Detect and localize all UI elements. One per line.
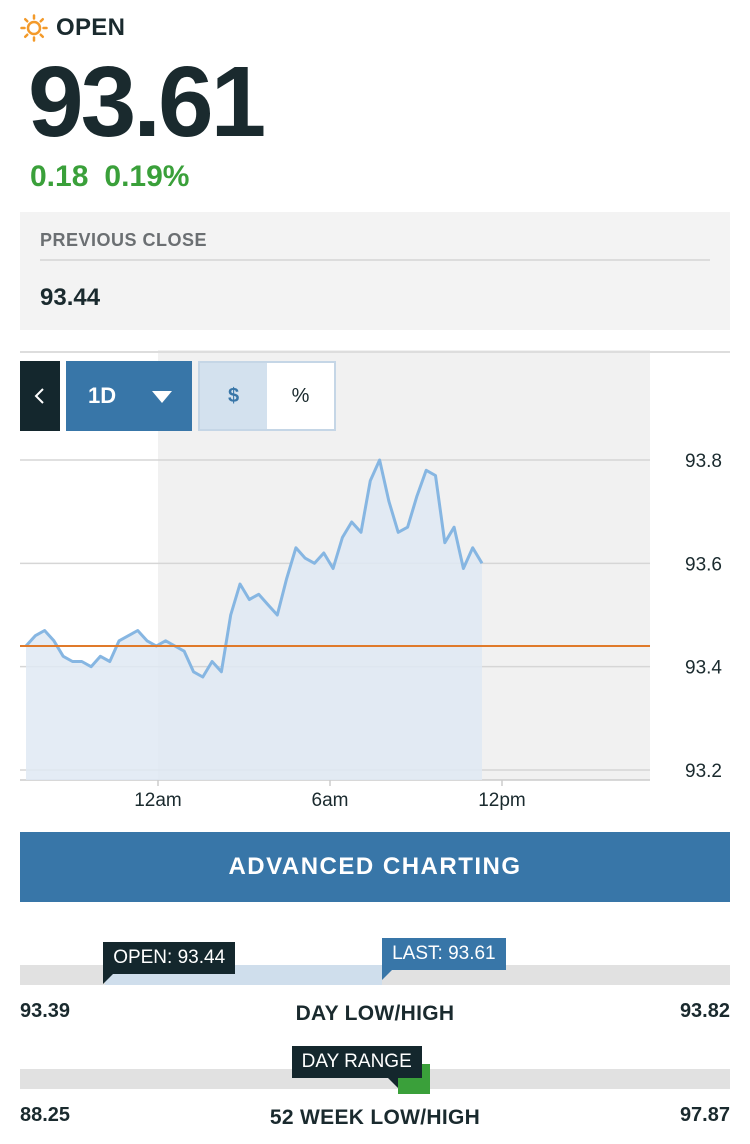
week52-range: DAY RANGE 88.25 52 WEEK LOW/HIGH 97.87 [20,1044,730,1144]
price-change-percent: 0.19% [104,160,190,193]
day-range: OPEN: 93.44 LAST: 93.61 93.39 DAY LOW/HI… [20,938,730,1030]
period-label: 1D [88,383,117,408]
market-status: OPEN [20,12,125,44]
open-tag: OPEN: 93.44 [103,942,236,974]
x-tick-label: 12am [134,790,182,811]
last-tag-pointer [382,970,393,980]
divider [40,259,710,261]
sun-icon [20,14,48,42]
advanced-charting-button[interactable]: ADVANCED CHARTING [20,832,730,902]
previous-close-label: PREVIOUS CLOSE [40,230,208,250]
day-low: 93.39 [20,1000,71,1022]
y-tick-label: 93.8 [685,451,722,472]
week52-range-bar [20,1069,730,1089]
x-tick-label: 6am [312,790,349,811]
series-area [26,460,482,780]
status-label: OPEN [56,14,126,41]
price-change-row: 0.18 0.19% [30,160,205,194]
previous-close-panel: PREVIOUS CLOSE 93.44 [20,212,730,330]
toggle-dollar[interactable]: $ [200,363,267,429]
y-tick-label: 93.2 [685,761,722,782]
caret-down-icon [152,391,172,403]
chevron-left-icon [34,388,44,404]
last-tag: LAST: 93.61 [382,938,506,970]
x-tick-label: 12pm [478,790,526,811]
open-tag-pointer [103,974,114,984]
value-mode-toggle: $ % [198,361,336,431]
series-line [24,458,484,679]
week52-high: 97.87 [679,1104,730,1126]
last-price: 93.61 [28,46,266,158]
week52-range-title: 52 WEEK LOW/HIGH [269,1106,481,1129]
toggle-percent[interactable]: % [267,363,334,429]
y-tick-label: 93.4 [685,658,722,679]
previous-close-value: 93.44 [40,284,101,311]
day-range-tag-pointer [387,1078,398,1088]
price-change: 0.18 [30,160,89,193]
day-range-title: DAY LOW/HIGH [295,1002,455,1025]
chart-back-button[interactable] [20,361,60,431]
chart-band-after [502,350,650,780]
y-tick-label: 93.6 [685,554,722,575]
period-dropdown[interactable]: 1D [66,361,192,431]
day-range-tag: DAY RANGE [291,1046,422,1078]
week52-low: 88.25 [20,1104,71,1126]
day-high: 93.82 [679,1000,730,1022]
